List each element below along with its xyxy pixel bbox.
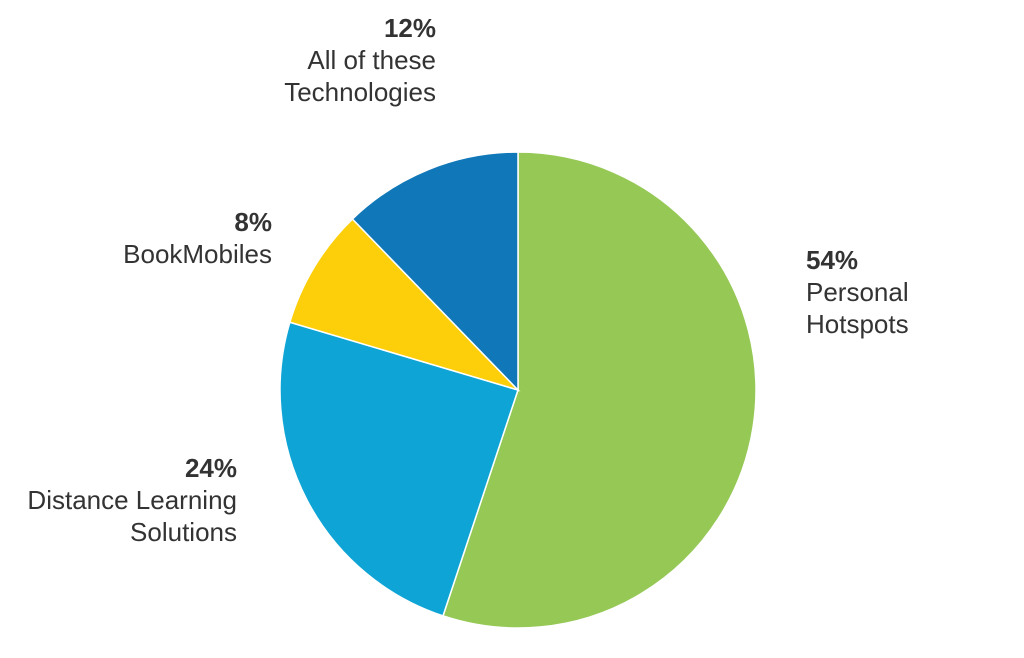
label-all-technologies-percent: 12% <box>383 13 436 43</box>
label-personal-hotspots: 54% Personal Hotspots <box>806 244 909 340</box>
label-distance-learning-line-1: Distance Learning <box>27 485 237 515</box>
pie-slice-personal-hotspots <box>442 151 757 629</box>
label-all-technologies-line-1: All of these <box>307 45 436 75</box>
label-all-of-these-technologies: 12% All of these Technologies <box>284 12 436 108</box>
pie-slice-distance-learning-solutions <box>279 321 519 617</box>
label-bookmobiles-percent: 8% <box>234 207 272 237</box>
label-distance-learning-solutions: 24% Distance Learning Solutions <box>27 452 237 548</box>
pie-slice-all-of-these-technologies <box>351 151 519 392</box>
label-personal-hotspots-line-1: Personal <box>806 277 909 307</box>
label-personal-hotspots-line-2: Hotspots <box>806 309 909 339</box>
pie-slice-bookmobiles <box>288 217 521 392</box>
label-distance-learning-percent: 24% <box>184 453 237 483</box>
label-personal-hotspots-percent: 54% <box>806 245 859 275</box>
label-distance-learning-line-2: Solutions <box>130 517 237 547</box>
label-bookmobiles-line-1: BookMobiles <box>123 239 272 269</box>
label-bookmobiles: 8% BookMobiles <box>123 206 272 270</box>
label-all-technologies-line-2: Technologies <box>284 77 436 107</box>
